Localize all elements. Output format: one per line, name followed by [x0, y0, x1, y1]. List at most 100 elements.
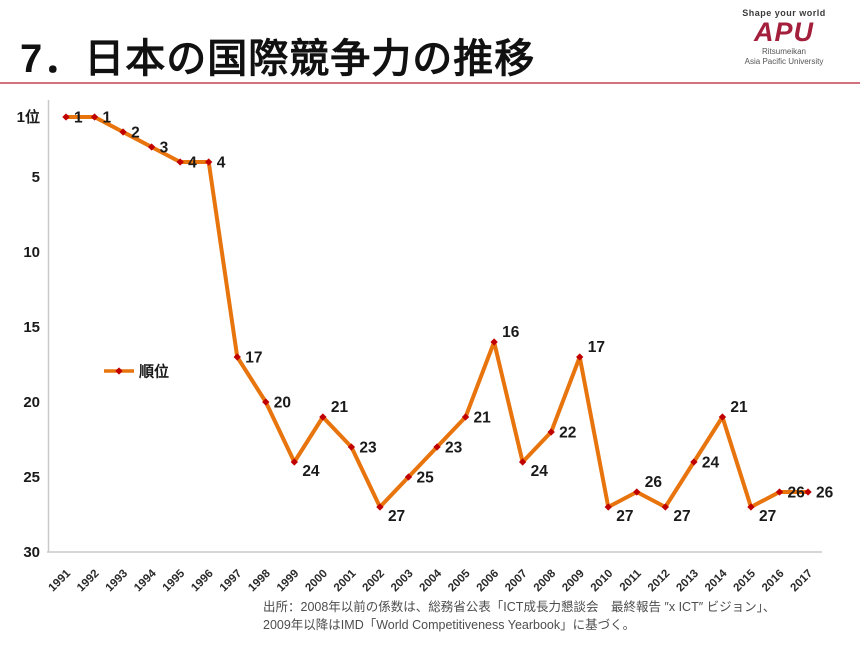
data-point-marker [205, 158, 213, 166]
x-tick-label: 1998 [246, 567, 273, 594]
x-tick-label: 2006 [475, 568, 502, 595]
y-tick-label: 5 [32, 169, 40, 186]
x-tick-label: 2016 [760, 568, 787, 595]
y-tick-label: 25 [23, 469, 40, 486]
x-tick-label: 2002 [360, 568, 387, 595]
data-point-marker [633, 488, 641, 496]
data-point-label: 24 [302, 463, 320, 480]
logo-org-line2: Asia Pacific University [744, 56, 824, 66]
data-point-label: 21 [474, 410, 492, 427]
data-point-label: 26 [816, 485, 834, 502]
data-point-marker [433, 443, 441, 451]
data-point-marker [518, 458, 527, 466]
data-point-label: 25 [416, 470, 434, 487]
data-point-marker [604, 503, 612, 511]
data-point-marker [804, 488, 812, 496]
legend-label: 順位 [138, 363, 169, 381]
data-point-label: 27 [759, 508, 776, 525]
data-point-label: 24 [531, 463, 549, 480]
data-point-marker [490, 338, 498, 346]
y-tick-label: 1位 [17, 108, 40, 126]
x-tick-label: 2009 [560, 568, 587, 595]
x-tick-label: 1997 [218, 568, 245, 595]
data-point-label: 17 [588, 339, 605, 356]
header-divider [0, 82, 860, 84]
y-tick-label: 20 [23, 394, 40, 411]
x-tick-label: 2001 [332, 567, 359, 594]
data-point-marker [262, 398, 270, 406]
data-point-marker [90, 113, 99, 121]
x-tick-label: 2010 [589, 568, 616, 595]
x-tick-label: 1999 [275, 568, 302, 595]
data-point-marker [319, 413, 327, 421]
x-tick-label: 1994 [132, 567, 159, 594]
chart-area: 1位 5 10 15 20 25 30 1991 1992 1993 1994 1995 1996 199… [0, 95, 860, 605]
data-point-label: 16 [502, 324, 520, 341]
x-tick-label: 2011 [618, 567, 645, 594]
data-point-label: 4 [217, 155, 226, 172]
data-point-marker [376, 503, 384, 511]
data-point-label: 20 [274, 395, 291, 412]
data-point-marker [718, 413, 727, 421]
data-point-label: 17 [245, 350, 262, 367]
data-point-marker [290, 458, 298, 466]
data-point-label: 23 [445, 440, 463, 457]
data-point-marker [576, 353, 584, 361]
data-point-marker [404, 473, 413, 481]
source-note: 出所：2008年以前の係数は、総務省公表「ICT成長力懇談会 最終報告 ″x I… [263, 599, 858, 634]
apu-logo-icon: APU [753, 17, 814, 48]
data-point-label: 27 [616, 508, 633, 525]
x-tick-label: 2013 [674, 568, 701, 595]
data-point-label: 1 [103, 110, 112, 127]
data-point-label: 4 [188, 155, 197, 172]
x-tick-label: 1993 [104, 568, 131, 595]
y-tick-label: 30 [23, 544, 40, 561]
x-tick-label: 2000 [303, 568, 330, 595]
legend-marker-swatch [115, 367, 123, 375]
data-point-marker [62, 113, 70, 121]
x-tick-label: 2007 [503, 568, 530, 595]
data-point-label: 21 [331, 399, 349, 416]
data-point-marker [661, 503, 670, 511]
x-tick-label: 2014 [703, 567, 730, 594]
x-tick-label: 2004 [418, 567, 445, 594]
x-tick-label: 1995 [161, 567, 188, 594]
data-point-label: 1 [74, 110, 83, 127]
source-note-line1: 出所：2008年以前の係数は、総務省公表「ICT成長力懇談会 最終報告 ″x I… [263, 600, 776, 614]
x-tick-label: 2003 [389, 568, 416, 595]
data-point-label: 26 [645, 474, 663, 491]
x-tick-label: 2005 [446, 567, 473, 594]
data-point-marker [233, 353, 241, 361]
data-point-marker [347, 443, 356, 451]
x-tick-label: 2015 [731, 567, 758, 594]
university-logo: Shape your world APU Ritsumeikan Asia Pa… [724, 8, 844, 67]
data-point-label: 27 [388, 508, 405, 525]
data-point-label: 24 [702, 455, 720, 472]
x-tick-label: 1991 [47, 567, 74, 594]
data-point-label: 22 [559, 425, 576, 442]
data-point-marker [747, 503, 755, 511]
source-note-line2: 2009年以降はIMD「World Competitiveness Yearbo… [263, 617, 636, 632]
logo-tagline: Shape your world [742, 8, 826, 18]
data-point-label: 26 [788, 485, 806, 502]
data-point-marker [461, 413, 470, 421]
x-tick-label: 2008 [532, 567, 559, 594]
data-point-marker [176, 158, 184, 166]
x-tick-label: 1992 [75, 568, 102, 595]
x-tick-label: 1996 [189, 568, 216, 595]
data-point-label: 23 [359, 440, 377, 457]
data-point-label: 2 [131, 125, 140, 142]
x-tick-label: 2012 [646, 568, 673, 595]
data-point-marker [690, 458, 698, 466]
x-tick-label: 2017 [789, 568, 816, 595]
page-title: 7．日本の国際競争力の推移 [20, 37, 536, 81]
data-point-label: 3 [160, 140, 169, 157]
y-tick-label: 15 [23, 319, 40, 336]
data-point-label: 27 [673, 508, 690, 525]
data-point-label: 21 [730, 399, 748, 416]
data-point-marker [775, 488, 784, 496]
data-point-marker [547, 428, 555, 436]
logo-org-line1: Ritsumeikan [761, 46, 806, 56]
y-tick-label: 10 [23, 244, 40, 261]
